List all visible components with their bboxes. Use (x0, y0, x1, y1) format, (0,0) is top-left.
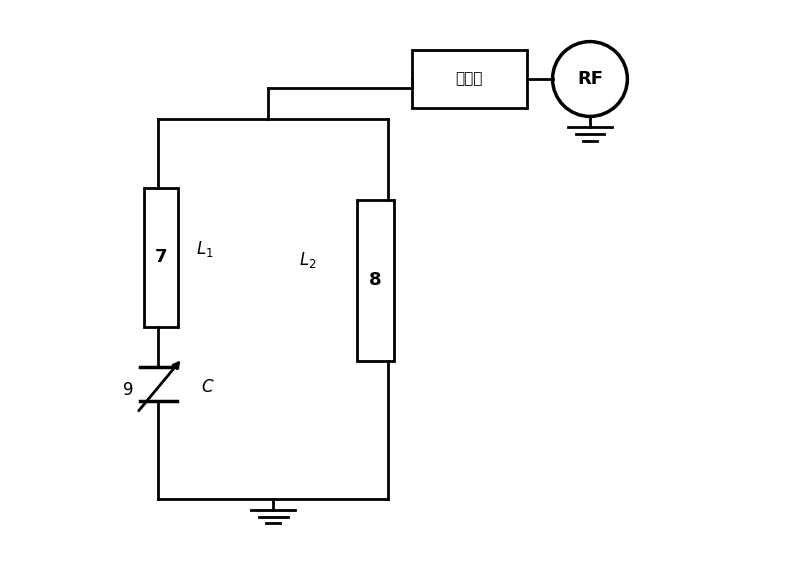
Text: $C$: $C$ (202, 378, 215, 396)
FancyBboxPatch shape (411, 50, 526, 108)
Text: 匹配器: 匹配器 (455, 71, 482, 86)
Text: $L_1$: $L_1$ (196, 239, 214, 259)
Text: 8: 8 (370, 272, 382, 290)
Text: $L_2$: $L_2$ (299, 251, 317, 270)
Text: 7: 7 (155, 248, 167, 266)
FancyBboxPatch shape (144, 189, 178, 326)
Text: RF: RF (577, 70, 603, 88)
FancyBboxPatch shape (357, 200, 394, 361)
Text: 9: 9 (122, 381, 133, 399)
